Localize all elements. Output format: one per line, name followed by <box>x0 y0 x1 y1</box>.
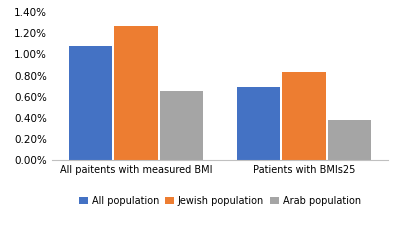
Bar <box>114 26 158 160</box>
Bar <box>160 91 203 160</box>
Legend: All population, Jewish population, Arab population: All population, Jewish population, Arab … <box>76 192 364 210</box>
Bar <box>237 87 280 160</box>
Bar <box>282 72 326 160</box>
Bar <box>69 46 112 160</box>
Bar <box>328 120 371 160</box>
